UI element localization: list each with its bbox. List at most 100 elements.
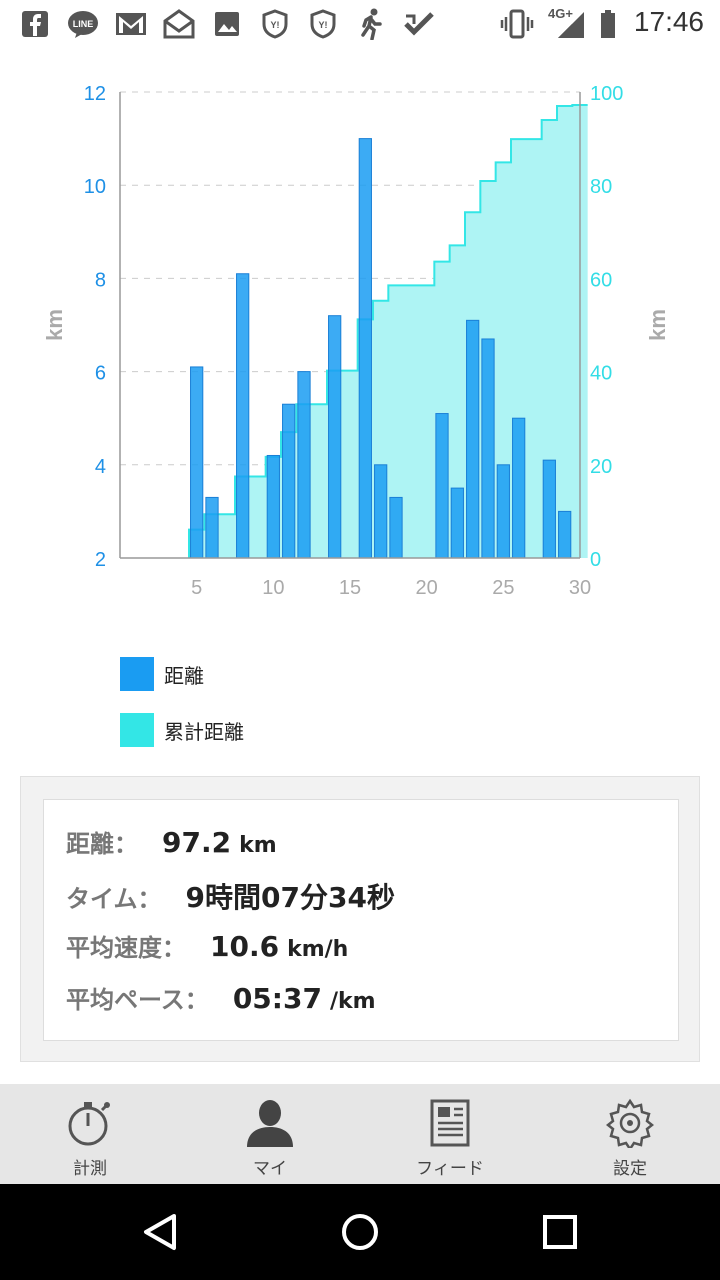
nav-item-settings[interactable]: 設定	[540, 1084, 720, 1184]
legend-label-cumulative: 累計距離	[164, 719, 244, 744]
distance-bar	[389, 496, 403, 559]
x-tick-label: 25	[492, 577, 514, 599]
y-right-tick-label: 80	[590, 176, 612, 198]
status-bar: LINE Y! Y! 4G+ 17:46	[0, 0, 720, 48]
legend-item-cumulative: 累計距離	[120, 702, 244, 758]
gallery-icon	[210, 8, 244, 40]
svg-text:Y!: Y!	[319, 20, 328, 30]
legend-label-distance: 距離	[164, 663, 204, 688]
svg-text:LINE: LINE	[73, 19, 94, 29]
x-tick-label: 15	[339, 577, 361, 599]
chart-legend: 距離 累計距離	[120, 646, 244, 758]
distance-bar	[512, 417, 526, 559]
nav-label-settings: 設定	[613, 1159, 647, 1179]
stat-avg-pace: 平均ペース： 05:37 /km	[66, 980, 376, 1015]
nav-item-feed[interactable]: フィード	[360, 1084, 540, 1184]
stat-time-label: タイム：	[66, 885, 162, 913]
x-tick-label: 30	[569, 577, 591, 599]
stat-time-value: 9時間07分34秒	[185, 881, 395, 914]
x-tick-label: 5	[191, 577, 202, 599]
y-left-tick-label: 4	[95, 456, 106, 478]
distance-bar	[374, 464, 388, 559]
y-right-axis-label: km	[645, 309, 670, 341]
gmail-icon	[114, 8, 148, 40]
feed-icon	[423, 1096, 477, 1150]
gear-icon	[603, 1096, 657, 1150]
y-right-tick-label: 0	[590, 549, 601, 571]
distance-bar	[297, 371, 311, 559]
y-left-tick-label: 2	[95, 549, 106, 571]
stat-distance-label: 距離：	[66, 830, 138, 858]
y-right-tick-label: 100	[590, 83, 623, 105]
facebook-icon	[18, 8, 52, 40]
y-left-axis-label: km	[42, 309, 67, 341]
distance-bar	[358, 138, 372, 559]
x-tick-label: 20	[416, 577, 438, 599]
distance-bar	[435, 413, 449, 559]
stats-panel: 距離： 97.2 km タイム： 9時間07分34秒 平均速度： 10.6 km…	[20, 776, 700, 1062]
yahoo-shield-icon: Y!	[306, 8, 340, 40]
back-icon[interactable]	[136, 1208, 184, 1256]
clock: 17:46	[633, 6, 704, 37]
legend-swatch-cumulative	[120, 713, 154, 747]
distance-bar	[558, 510, 572, 559]
distance-bar	[481, 338, 495, 559]
distance-bar	[205, 496, 219, 559]
y-left-tick-label: 8	[95, 269, 106, 291]
vibrate-icon	[500, 8, 534, 40]
y-right-tick-label: 40	[590, 363, 612, 385]
legend-swatch-distance	[120, 657, 154, 691]
yahoo-mail-icon	[162, 8, 196, 40]
bottom-nav: 計測 マイ フィード 設定	[0, 1084, 720, 1184]
stats-card: 距離： 97.2 km タイム： 9時間07分34秒 平均速度： 10.6 km…	[43, 799, 679, 1041]
distance-bar	[190, 366, 204, 559]
y-right-tick-label: 20	[590, 456, 612, 478]
y-left-tick-label: 6	[95, 363, 106, 385]
system-nav-bar	[0, 1184, 720, 1280]
signal-icon: 4G+	[548, 6, 588, 40]
distance-bar	[496, 464, 510, 559]
y-left-tick-label: 12	[84, 83, 106, 105]
stat-avg-pace-value: 05:37	[232, 982, 322, 1015]
y-right-tick-label: 60	[590, 269, 612, 291]
stat-distance-value: 97.2	[162, 826, 232, 859]
y-left-tick-label: 10	[84, 176, 106, 198]
chart-svg: 2 4 6 8 10 12 0 20 40 60 80 100 5 10 15 20 25 30 km km	[42, 83, 670, 599]
stat-distance-unit: km	[239, 833, 277, 858]
cumulative-line	[188, 104, 588, 558]
nav-label-my: マイ	[253, 1159, 287, 1179]
runner-icon	[354, 8, 388, 40]
yahoo-shield-icon: Y!	[258, 8, 292, 40]
x-tick-label: 10	[262, 577, 284, 599]
checkmark-app-icon	[402, 8, 436, 40]
distance-bar	[282, 403, 296, 559]
home-icon[interactable]	[336, 1208, 384, 1256]
distance-bar	[466, 319, 480, 559]
distance-bar	[236, 273, 250, 559]
stat-avg-speed-label: 平均速度：	[66, 934, 186, 962]
stat-avg-speed-value: 10.6	[210, 930, 280, 963]
stat-avg-speed-unit: km/h	[287, 937, 349, 962]
distance-bar	[266, 454, 280, 559]
distance-bar	[328, 315, 342, 559]
stat-avg-pace-unit: /km	[329, 989, 376, 1014]
distance-chart: 2 4 6 8 10 12 0 20 40 60 80 100 5 10 15 20 25 30 km km	[0, 48, 720, 628]
nav-label-measure: 計測	[73, 1159, 107, 1179]
network-type-label: 4G+	[548, 6, 573, 21]
person-icon	[243, 1096, 297, 1150]
legend-item-distance: 距離	[120, 646, 244, 702]
stat-avg-speed: 平均速度： 10.6 km/h	[66, 928, 348, 963]
stat-avg-pace-label: 平均ペース：	[66, 986, 209, 1014]
distance-bar	[450, 487, 464, 559]
recents-icon[interactable]	[536, 1208, 584, 1256]
nav-item-measure[interactable]: 計測	[0, 1084, 180, 1184]
stat-distance: 距離： 97.2 km	[66, 824, 277, 859]
nav-item-my[interactable]: マイ	[180, 1084, 360, 1184]
distance-bar	[542, 459, 556, 559]
stopwatch-icon	[63, 1096, 117, 1150]
line-icon: LINE	[66, 8, 100, 40]
stat-time: タイム： 9時間07分34秒	[66, 876, 395, 916]
nav-label-feed: フィード	[416, 1159, 484, 1179]
svg-text:Y!: Y!	[271, 20, 280, 30]
battery-icon	[596, 8, 620, 40]
